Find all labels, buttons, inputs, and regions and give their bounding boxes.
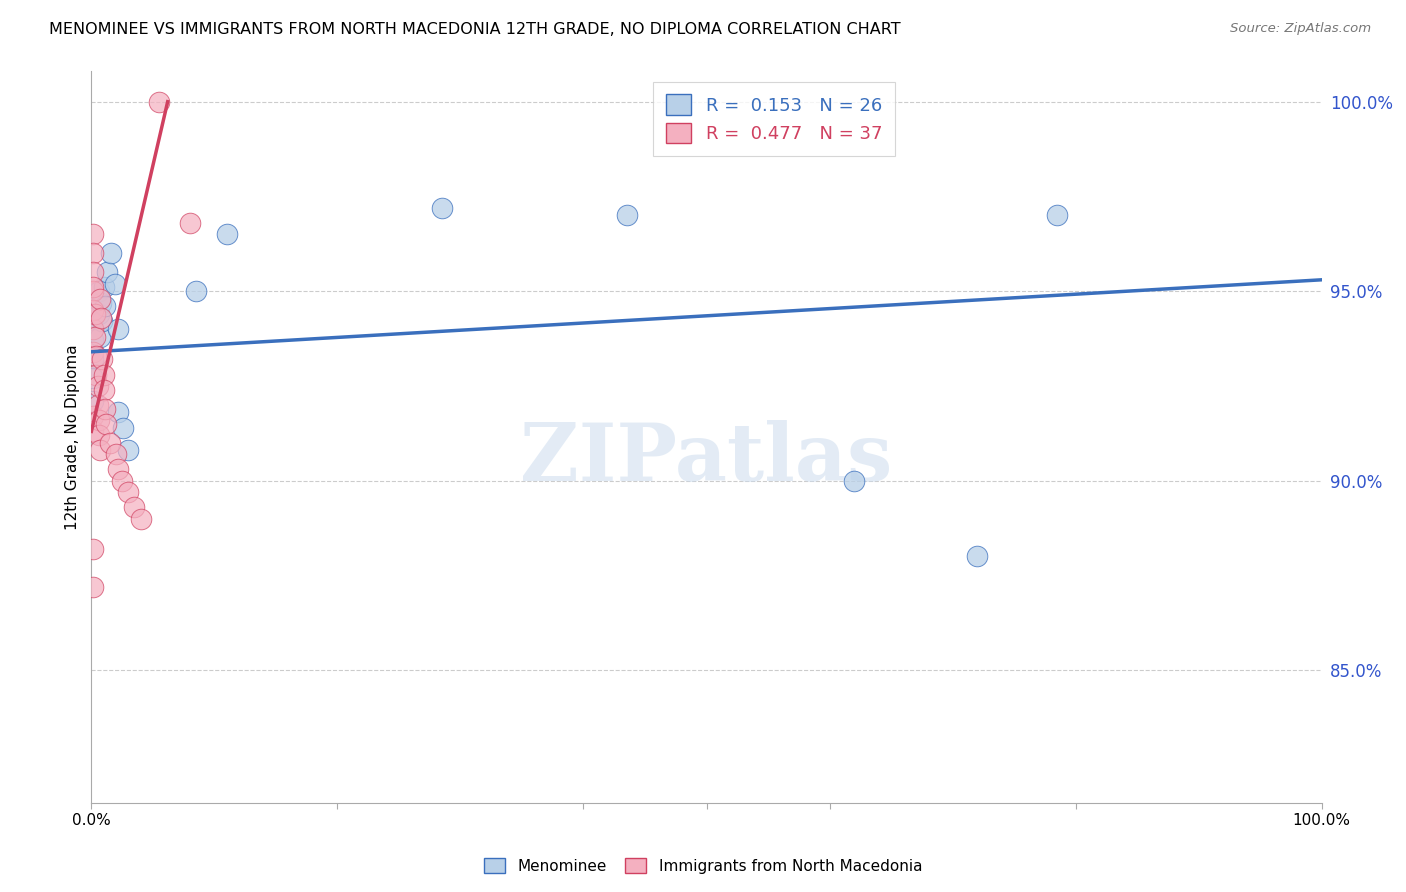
Point — [87, 307, 110, 321]
Point — [82, 409, 104, 424]
Point — [82, 227, 104, 242]
Point — [86, 379, 108, 393]
Point — [91, 352, 114, 367]
Point — [82, 541, 104, 556]
Point — [82, 580, 104, 594]
Point — [100, 246, 122, 260]
Point — [82, 371, 104, 385]
Point — [111, 474, 134, 488]
Point — [179, 216, 201, 230]
Point — [82, 284, 104, 298]
Point — [82, 352, 104, 367]
Point — [90, 295, 112, 310]
Point — [84, 329, 107, 343]
Point — [117, 485, 139, 500]
Point — [107, 462, 129, 476]
Point — [82, 334, 104, 348]
Point — [966, 549, 988, 564]
Text: Source: ZipAtlas.com: Source: ZipAtlas.com — [1230, 22, 1371, 36]
Point — [215, 227, 238, 242]
Point — [93, 383, 115, 397]
Point — [112, 420, 135, 434]
Point — [82, 322, 104, 336]
Point — [89, 329, 111, 343]
Point — [1046, 208, 1069, 222]
Point — [105, 447, 127, 461]
Point — [89, 443, 111, 458]
Point — [86, 398, 108, 412]
Point — [82, 394, 104, 409]
Point — [82, 265, 104, 279]
Point — [148, 95, 170, 109]
Point — [86, 349, 108, 363]
Point — [107, 405, 129, 419]
Point — [82, 246, 104, 260]
Point — [86, 368, 108, 382]
Point — [82, 425, 104, 439]
Point — [94, 299, 117, 313]
Text: MENOMINEE VS IMMIGRANTS FROM NORTH MACEDONIA 12TH GRADE, NO DIPLOMA CORRELATION : MENOMINEE VS IMMIGRANTS FROM NORTH MACED… — [49, 22, 901, 37]
Point — [616, 208, 638, 222]
Point — [87, 413, 110, 427]
Point — [430, 201, 453, 215]
Point — [82, 280, 104, 294]
Point — [184, 284, 207, 298]
Point — [90, 310, 112, 325]
Point — [84, 307, 107, 321]
Point — [91, 314, 114, 328]
Legend: Menominee, Immigrants from North Macedonia: Menominee, Immigrants from North Macedon… — [478, 852, 928, 880]
Point — [94, 401, 117, 416]
Text: ZIPatlas: ZIPatlas — [520, 420, 893, 498]
Point — [82, 310, 104, 325]
Point — [82, 303, 104, 318]
Point — [87, 284, 110, 298]
Point — [117, 443, 139, 458]
Point — [87, 428, 110, 442]
Point — [107, 322, 129, 336]
Point — [129, 511, 152, 525]
Point — [82, 344, 104, 359]
Point — [93, 280, 115, 294]
Point — [842, 474, 865, 488]
Point — [104, 277, 127, 291]
Point — [96, 265, 118, 279]
Point — [93, 368, 115, 382]
Point — [89, 292, 111, 306]
Y-axis label: 12th Grade, No Diploma: 12th Grade, No Diploma — [65, 344, 80, 530]
Point — [96, 417, 117, 431]
Legend: R =  0.153   N = 26, R =  0.477   N = 37: R = 0.153 N = 26, R = 0.477 N = 37 — [654, 82, 896, 156]
Point — [98, 435, 121, 450]
Point — [124, 500, 146, 515]
